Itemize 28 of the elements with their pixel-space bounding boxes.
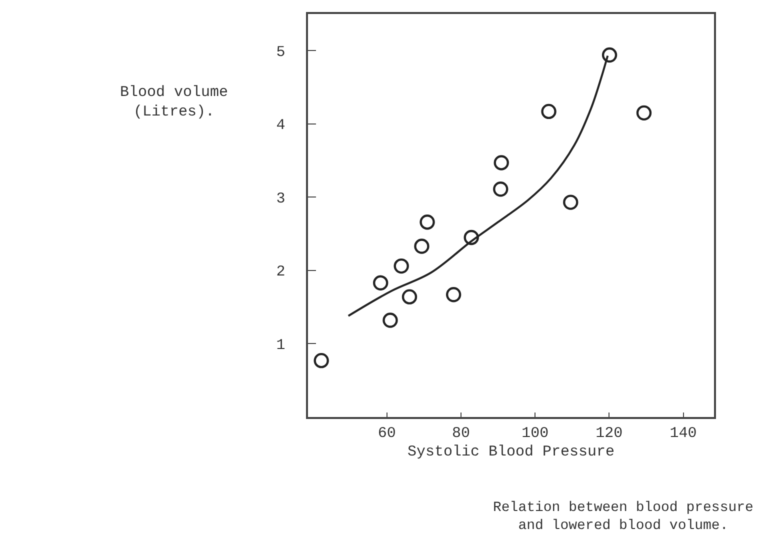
text: Relation between blood pressure and lowered blood volume. bbox=[493, 500, 754, 534]
y-tick-label: 3 bbox=[276, 190, 286, 208]
point bbox=[402, 289, 418, 304]
point bbox=[464, 230, 479, 246]
point bbox=[602, 47, 618, 63]
point bbox=[563, 194, 578, 210]
y-axis-title: Blood volume (Litres). bbox=[120, 84, 228, 120]
x-tick-label: 140 bbox=[670, 424, 697, 442]
y-tick-label: 2 bbox=[276, 264, 286, 281]
point bbox=[420, 214, 435, 230]
point bbox=[541, 104, 556, 120]
point bbox=[314, 352, 329, 368]
point bbox=[636, 105, 652, 121]
point bbox=[382, 312, 398, 328]
point bbox=[394, 258, 409, 274]
y-tick-label: 1 bbox=[276, 336, 286, 354]
y-tick-label: 5 bbox=[276, 44, 286, 61]
point bbox=[493, 182, 508, 197]
point bbox=[373, 275, 388, 291]
point bbox=[494, 155, 509, 170]
point bbox=[414, 238, 430, 254]
x-axis-title: Systolic Blood Pressure bbox=[407, 443, 615, 460]
x-tick-label: 120 bbox=[596, 424, 623, 442]
x-tick-label: 100 bbox=[522, 424, 549, 442]
x-tick-label: 60 bbox=[378, 424, 396, 442]
point bbox=[446, 287, 462, 302]
x-tick-label: 80 bbox=[452, 424, 470, 442]
y-tick-label: 4 bbox=[276, 117, 286, 134]
